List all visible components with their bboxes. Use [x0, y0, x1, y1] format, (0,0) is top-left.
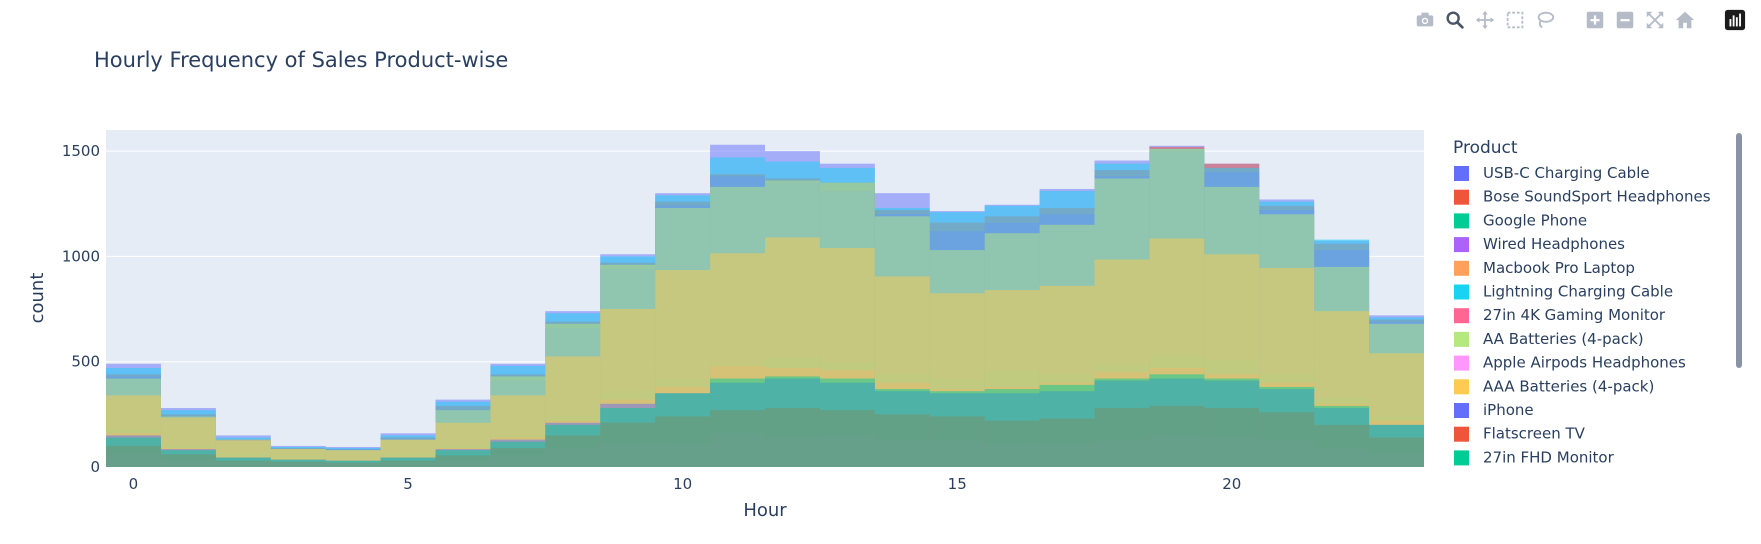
bar[interactable]: [1204, 378, 1260, 467]
legend-swatch: [1454, 213, 1469, 229]
bar[interactable]: [819, 378, 875, 467]
legend-label: Flatscreen TV: [1483, 425, 1586, 443]
zoom-icon[interactable]: [1443, 8, 1467, 32]
bar[interactable]: [655, 393, 711, 467]
bar[interactable]: [1149, 374, 1205, 467]
legend-item[interactable]: iPhone: [1454, 401, 1534, 419]
x-tick-label: 10: [673, 475, 692, 493]
x-axis-label: Hour: [743, 500, 787, 521]
legend-label: Lightning Charging Cable: [1483, 283, 1673, 301]
y-tick-label: 0: [90, 458, 100, 476]
x-tick-labels: 0 5 10 15 20: [129, 475, 1242, 493]
legend-label: Macbook Pro Laptop: [1483, 259, 1635, 277]
bar[interactable]: [1039, 384, 1095, 467]
legend-item[interactable]: Macbook Pro Laptop: [1454, 259, 1635, 277]
legend-title: Product: [1453, 138, 1518, 158]
bar[interactable]: [874, 389, 930, 467]
x-tick-label: 0: [129, 475, 139, 493]
y-tick-labels: 0 500 1000 1500: [62, 142, 100, 476]
legend-item[interactable]: Google Phone: [1454, 211, 1587, 229]
legend-label: Apple Airpods Headphones: [1483, 354, 1686, 372]
legend-item[interactable]: 27in 4K Gaming Monitor: [1454, 306, 1666, 324]
bar[interactable]: [545, 424, 601, 467]
y-tick-label: 500: [71, 353, 100, 371]
legend-label: AAA Batteries (4-pack): [1483, 377, 1654, 395]
legend-swatch: [1454, 260, 1469, 276]
legend-item[interactable]: Lightning Charging Cable: [1454, 283, 1673, 301]
series-12: [106, 374, 1424, 467]
legend-label: iPhone: [1483, 401, 1534, 419]
x-tick-label: 20: [1222, 475, 1241, 493]
x-tick-label: 5: [403, 475, 413, 493]
bar[interactable]: [160, 450, 216, 467]
lasso-select-icon[interactable]: [1533, 8, 1557, 32]
legend-item[interactable]: Apple Airpods Headphones: [1454, 354, 1686, 372]
box-select-icon[interactable]: [1503, 8, 1527, 32]
legend-swatch: [1454, 166, 1469, 181]
chart-title: Hourly Frequency of Sales Product-wise: [94, 48, 508, 72]
legend-scrollbar[interactable]: [1736, 133, 1742, 368]
bar[interactable]: [1094, 378, 1150, 467]
bar[interactable]: [1259, 386, 1315, 467]
legend-swatch: [1454, 450, 1469, 466]
bar[interactable]: [435, 450, 491, 467]
pan-icon[interactable]: [1473, 8, 1497, 32]
bar[interactable]: [325, 460, 381, 467]
legend-label: 27in FHD Monitor: [1483, 448, 1615, 466]
bar[interactable]: [710, 378, 765, 467]
legend-swatch: [1454, 284, 1469, 300]
legend-label: AA Batteries (4-pack): [1483, 330, 1644, 348]
legend-swatch: [1454, 237, 1469, 253]
legend-item[interactable]: Flatscreen TV: [1454, 425, 1586, 443]
bar[interactable]: [600, 408, 656, 467]
legend-item[interactable]: AAA Batteries (4-pack): [1454, 377, 1654, 395]
legend-swatch: [1454, 331, 1469, 347]
bars-layer: [106, 144, 1424, 468]
legend-label: USB-C Charging Cable: [1483, 164, 1650, 182]
legend-item[interactable]: 27in FHD Monitor: [1454, 448, 1615, 466]
bar[interactable]: [380, 457, 436, 467]
legend-item[interactable]: USB-C Charging Cable: [1454, 164, 1650, 182]
bar[interactable]: [106, 437, 161, 467]
autoscale-icon[interactable]: [1643, 8, 1667, 32]
reset-axes-icon[interactable]: [1673, 8, 1697, 32]
modebar: [1413, 8, 1747, 32]
bar[interactable]: [929, 391, 985, 467]
legend-label: Bose SoundSport Headphones: [1483, 188, 1711, 206]
bar[interactable]: [1314, 405, 1370, 467]
bar[interactable]: [984, 389, 1040, 467]
zoom-out-icon[interactable]: [1613, 8, 1637, 32]
legend-swatch: [1454, 308, 1469, 324]
legend-swatch: [1454, 189, 1469, 205]
plotly-logo-icon[interactable]: [1723, 8, 1747, 32]
legend-label: 27in 4K Gaming Monitor: [1483, 306, 1666, 324]
bar[interactable]: [490, 441, 546, 467]
y-axis-label: count: [27, 273, 48, 324]
legend-swatch: [1454, 355, 1469, 371]
legend-swatch: [1454, 403, 1469, 418]
y-tick-label: 1500: [62, 142, 100, 160]
legend-swatch: [1454, 426, 1469, 442]
bar[interactable]: [215, 457, 271, 467]
legend-label: Google Phone: [1483, 211, 1587, 229]
legend: Product USB-C Charging Cable Bose SoundSp…: [1453, 133, 1742, 466]
bar[interactable]: [765, 376, 820, 467]
bar[interactable]: [1369, 424, 1424, 467]
download-plot-icon[interactable]: [1413, 8, 1437, 32]
legend-item[interactable]: Bose SoundSport Headphones: [1454, 188, 1711, 206]
zoom-in-icon[interactable]: [1583, 8, 1607, 32]
y-tick-label: 1000: [62, 247, 100, 265]
bar[interactable]: [270, 459, 326, 467]
x-tick-label: 15: [948, 475, 967, 493]
legend-item[interactable]: AA Batteries (4-pack): [1454, 330, 1644, 348]
legend-item[interactable]: Wired Headphones: [1454, 235, 1625, 253]
legend-label: Wired Headphones: [1483, 235, 1625, 253]
legend-swatch: [1454, 379, 1469, 395]
